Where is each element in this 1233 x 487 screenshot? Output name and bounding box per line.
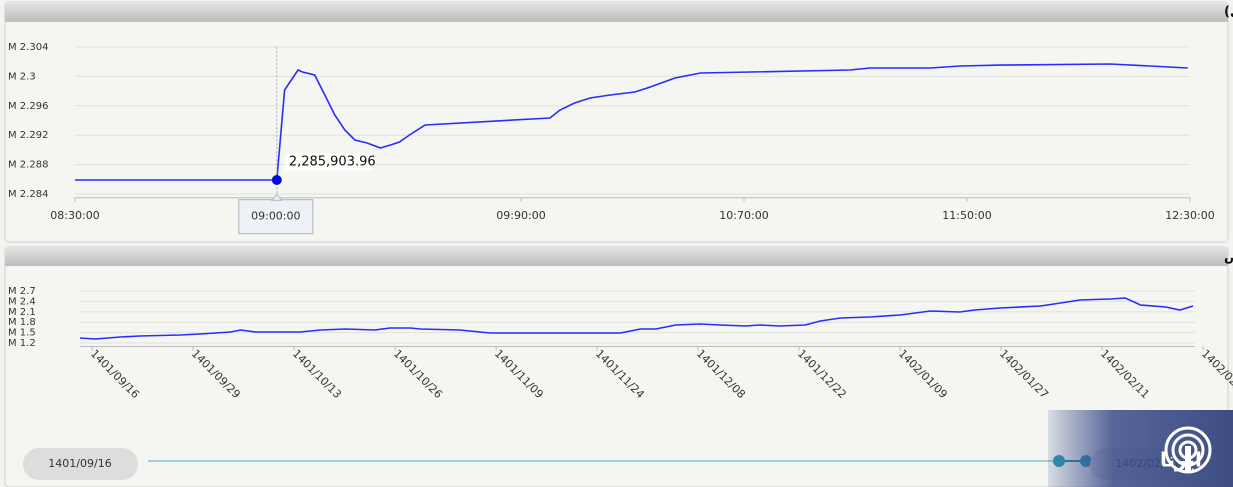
- y-tick-label: M 2.3: [8, 71, 36, 82]
- value-label: 2,285,903.96: [289, 155, 376, 170]
- y-tick-label: M 2.7: [8, 286, 36, 297]
- y-tick-label: M 2.296: [8, 101, 48, 112]
- hover-point: [271, 175, 282, 186]
- date-pill: [23, 448, 138, 480]
- y-tick-label: M 1.5: [8, 328, 36, 339]
- x-tooltip: [238, 199, 314, 235]
- y-tick-label: M 2.288: [8, 160, 48, 171]
- x-tick-label: 10:70:00: [719, 209, 768, 222]
- x-tick-label: 09:90:00: [496, 209, 545, 222]
- watermark-bg: [1048, 410, 1233, 487]
- panel: [4, 1, 1229, 243]
- panel-title: نمودار شاخص: [1224, 250, 1233, 265]
- y-tick-label: M 2.284: [8, 189, 48, 200]
- y-tick-label: M 1.2: [8, 338, 36, 349]
- y-tick-label: M 2.1: [8, 307, 36, 318]
- x-tick-label: 11:50:00: [942, 209, 991, 222]
- x-tick-label: 12:30:00: [1165, 209, 1214, 222]
- panel-header: [5, 247, 1228, 266]
- value-label-bg: [284, 153, 373, 172]
- x-tick-label: 08:30:00: [50, 209, 99, 222]
- logo-stem: [1185, 446, 1191, 472]
- panel-title: شاخص کل (آخرین روز معاملاتی): [1224, 3, 1233, 20]
- y-tick-label: M 2.4: [8, 296, 36, 307]
- y-tick-label: M 1.8: [8, 317, 36, 328]
- y-tick-label: M 2.292: [8, 130, 48, 141]
- line: [75, 63, 1188, 181]
- x-tooltip-arrow: [270, 193, 283, 201]
- line: [79, 297, 1194, 340]
- panel-header: [5, 2, 1228, 22]
- y-tick-label: M 2.304: [8, 42, 48, 53]
- x-tooltip-label: 09:00:00: [251, 210, 300, 223]
- slider-start: 1401/09/16: [48, 457, 111, 470]
